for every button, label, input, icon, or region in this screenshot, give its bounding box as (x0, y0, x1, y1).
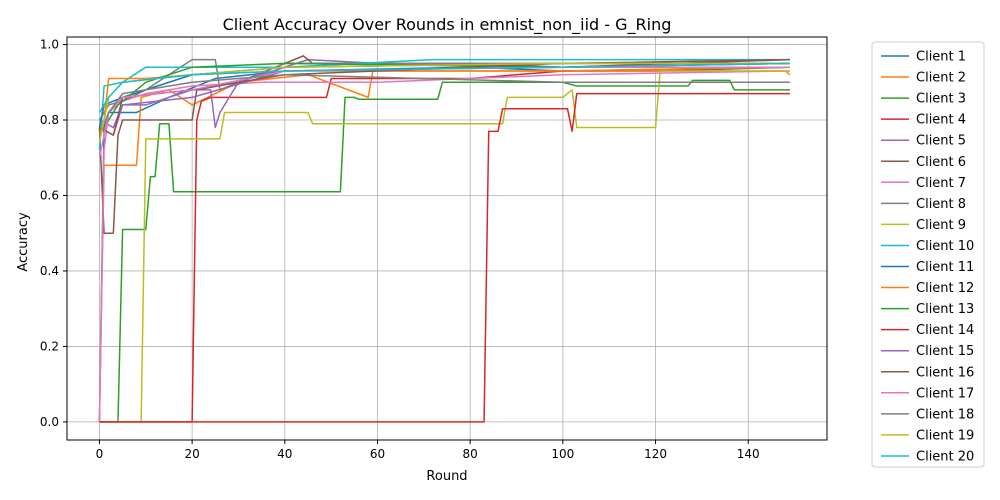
series-line-client-3 (99, 79, 790, 423)
legend-label: Client 15 (916, 344, 974, 359)
legend-label: Client 14 (916, 323, 974, 338)
y-tick-label: 0.8 (40, 113, 59, 127)
plot-frame (66, 36, 828, 441)
x-tick-label: 60 (370, 447, 385, 461)
x-tick-label: 20 (184, 447, 199, 461)
legend-label: Client 3 (916, 92, 966, 107)
x-axis-label: Round (426, 469, 467, 484)
y-tick-label: 0.4 (40, 264, 59, 278)
legend-label: Client 1 (916, 50, 966, 65)
y-tick-label: 0.0 (40, 415, 59, 429)
legend-label: Client 8 (916, 197, 966, 212)
series-line-client-19 (98, 62, 790, 143)
legend-label: Client 7 (916, 176, 966, 191)
legend-label: Client 10 (916, 239, 974, 254)
legend-box (871, 41, 985, 468)
series-line-client-20 (98, 62, 790, 113)
legend-label: Client 19 (916, 428, 974, 443)
x-tick-label: 120 (644, 447, 667, 461)
legend-label: Client 18 (916, 407, 974, 422)
series-line-client-9 (99, 70, 790, 423)
legend-label: Client 17 (916, 386, 974, 401)
grid (67, 37, 827, 440)
legend-label: Client 20 (916, 449, 974, 464)
series-line-client-13 (98, 62, 790, 136)
y-tick-label: 0.2 (40, 339, 59, 353)
series-layer (98, 55, 791, 423)
legend-label: Client 4 (916, 113, 966, 128)
legend: Client 1 Client 2 Client 3 Client 4 Client 5… (871, 41, 985, 468)
x-axis: 0 20 40 60 80 100 120 140 (96, 440, 760, 461)
y-tick-label: 1.0 (40, 38, 59, 52)
series-line-client-18 (98, 73, 790, 136)
x-tick-label: 100 (551, 447, 574, 461)
chart-title: Client Accuracy Over Rounds in emnist_no… (223, 15, 672, 35)
x-tick-label: 0 (96, 447, 104, 461)
legend-label: Client 12 (916, 281, 974, 296)
legend-label: Client 16 (916, 365, 974, 380)
x-tick-label: 140 (737, 447, 760, 461)
y-axis: 0.0 0.2 0.4 0.6 0.8 1.0 (40, 38, 67, 429)
legend-label: Client 2 (916, 71, 966, 86)
x-tick-label: 80 (463, 447, 478, 461)
y-tick-label: 0.6 (40, 188, 59, 202)
legend-label: Client 5 (916, 134, 966, 149)
legend-label: Client 13 (916, 302, 974, 317)
legend-label: Client 6 (916, 155, 966, 170)
x-tick-label: 40 (277, 447, 292, 461)
y-axis-label: Accuracy (16, 212, 31, 272)
legend-label: Client 9 (916, 218, 966, 233)
series-line-client-14 (99, 92, 790, 423)
legend-label: Client 11 (916, 260, 974, 275)
series-line-client-4 (99, 66, 790, 423)
